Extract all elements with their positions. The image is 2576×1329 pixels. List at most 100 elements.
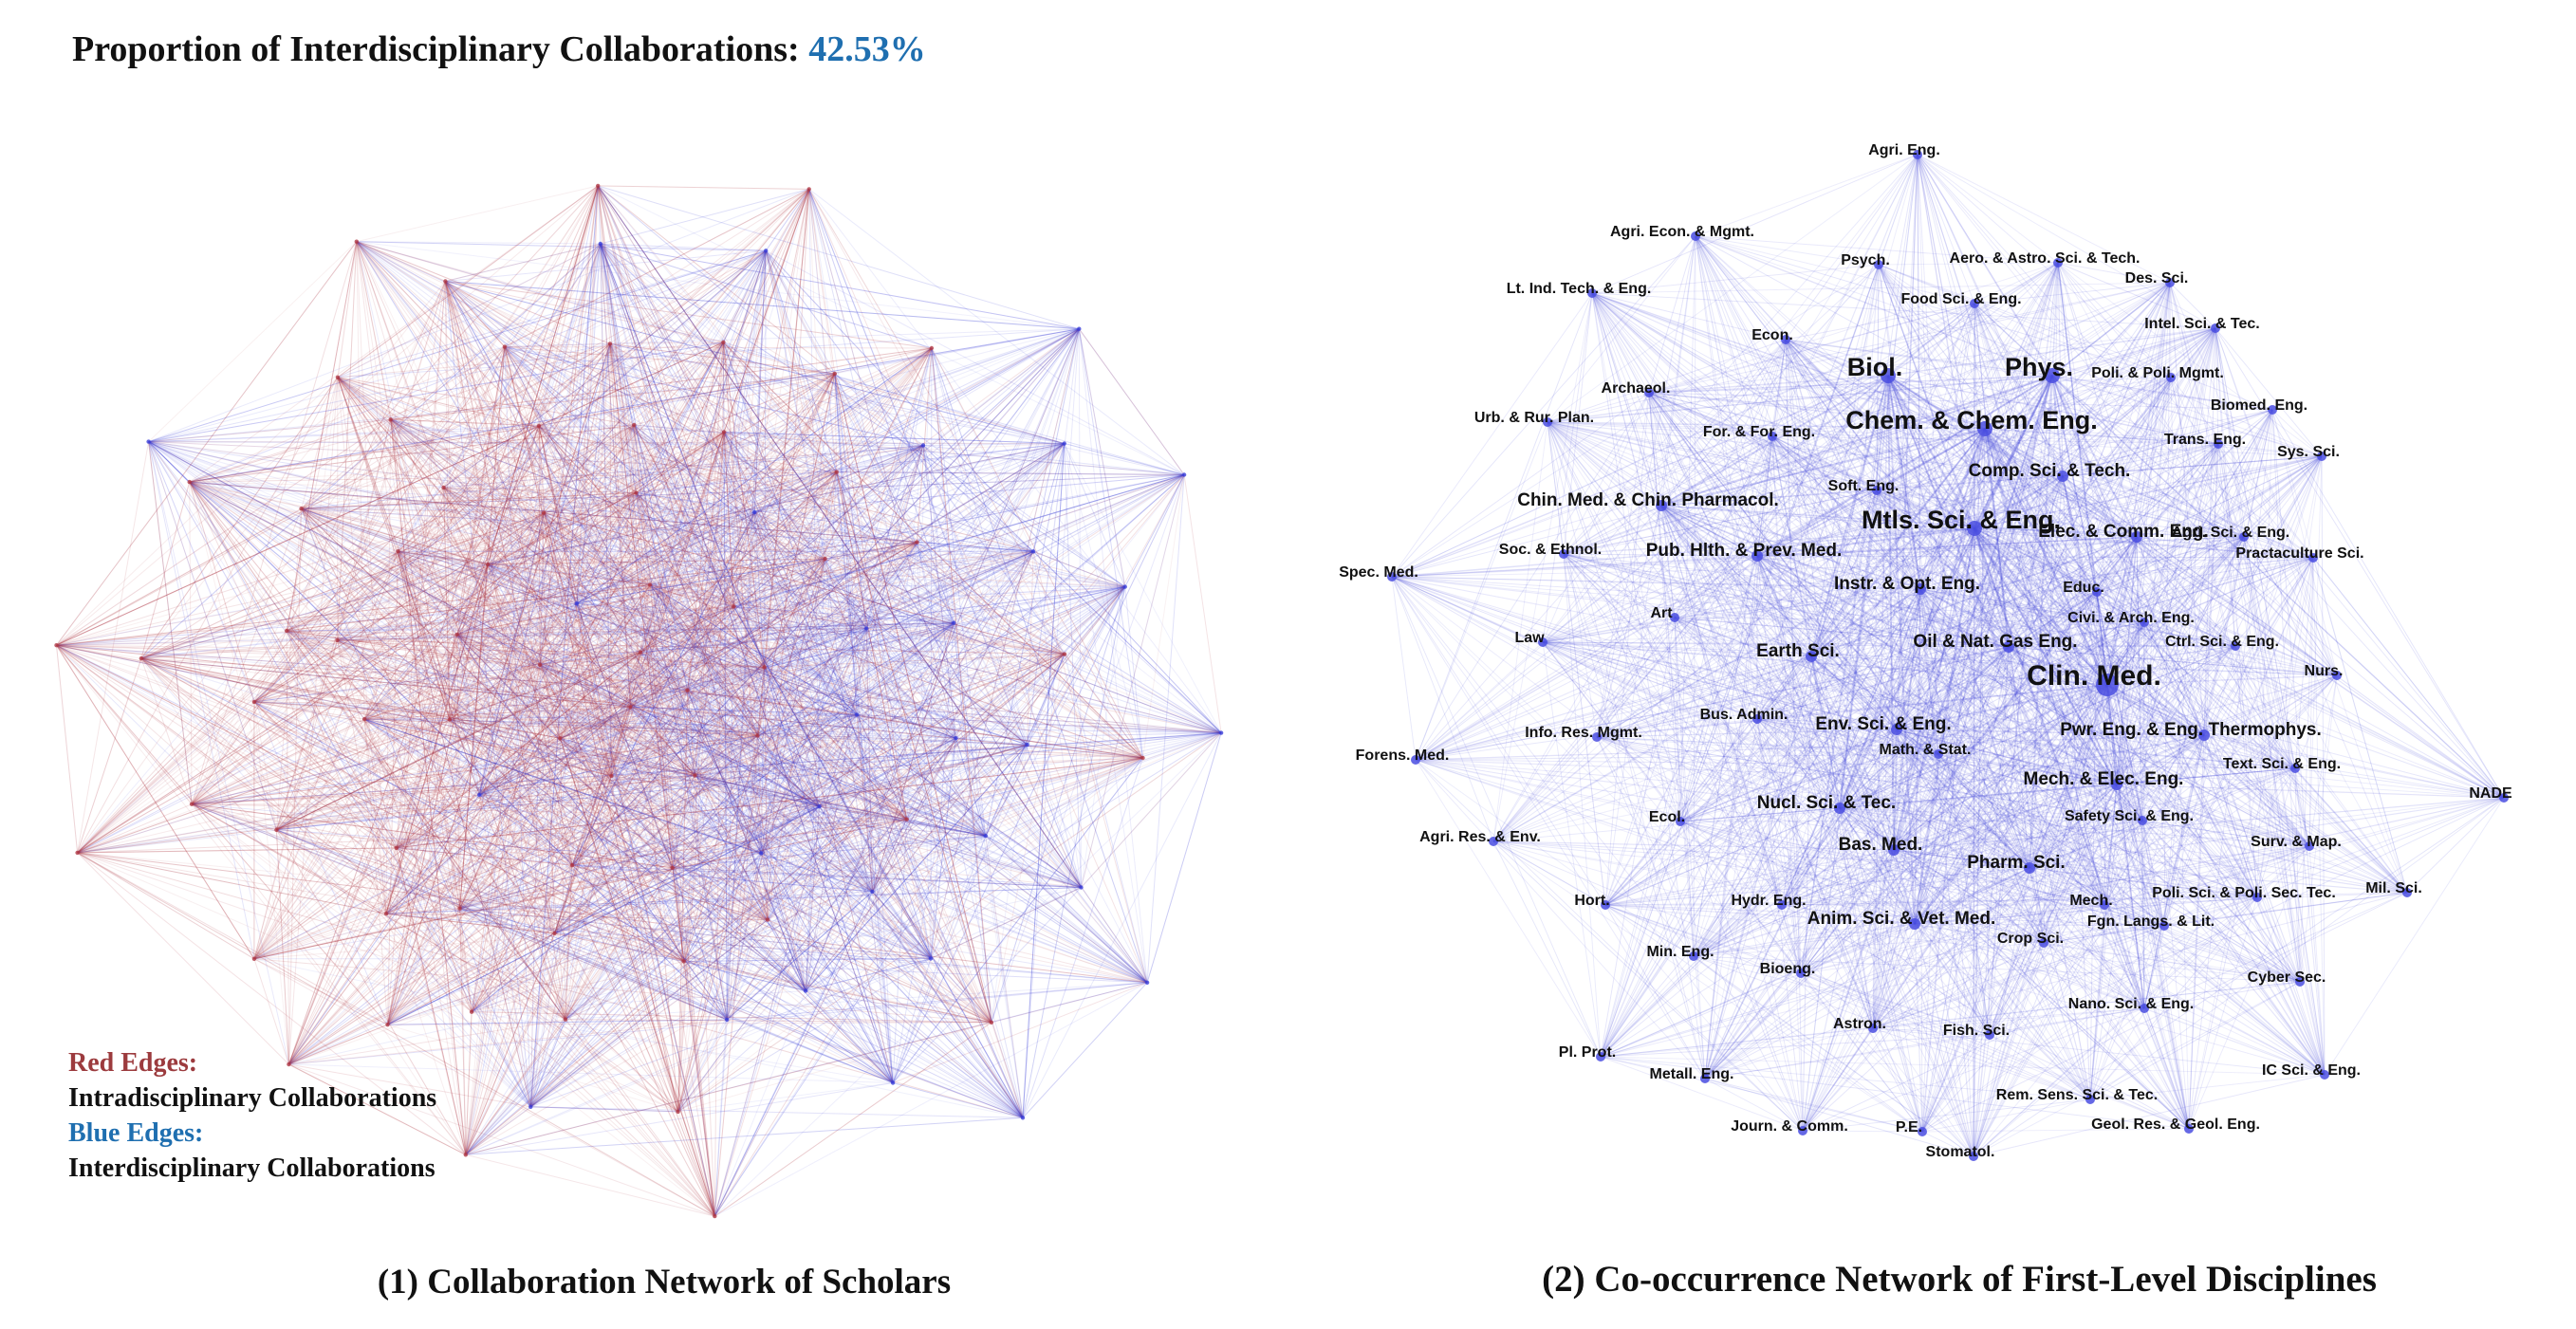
collaboration-edge [253,652,641,960]
collaboration-edge [722,341,932,959]
collaboration-edge [543,189,810,513]
collaboration-edge [191,803,387,914]
collaboration-edge [387,1024,678,1113]
collaboration-edge [77,373,836,854]
collaboration-edge [396,373,836,849]
collaboration-edge [253,867,673,960]
collaboration-edge [765,250,932,959]
collaboration-edge [471,805,820,1013]
collaboration-edge [356,241,651,585]
collaboration-edge [385,474,1185,914]
scholar-node [713,1213,717,1219]
collaboration-edge [565,707,631,1020]
collaboration-edge [191,803,992,1024]
collaboration-edge [931,347,1143,759]
collaboration-edge [363,343,611,720]
collaboration-edge [714,1022,992,1217]
scholar-node [685,688,690,692]
collaboration-edge [504,243,602,347]
collaboration-edge [1064,654,1148,983]
collaboration-edge [301,508,873,893]
collaboration-edge [140,377,339,659]
collaboration-edge [713,445,924,1217]
collaboration-edge [635,492,728,1021]
collaboration-edge [465,628,867,1155]
collaboration-edge [191,491,637,805]
collaboration-edge [253,701,715,1217]
collaboration-edge [385,185,599,914]
collaboration-edge [56,586,1125,646]
collaboration-edge [733,606,1082,888]
collaboration-edge [387,343,611,1025]
scholar-node [764,249,769,253]
collaboration-edge [189,481,956,739]
collaboration-edge [465,1011,473,1155]
collaboration-edge [287,605,734,632]
collaboration-edge [390,418,758,736]
scholar-node [983,834,989,839]
collaboration-edge [529,865,573,1107]
collaboration-edge [385,634,458,914]
collaboration-edge [276,622,954,831]
collaboration-edge [565,603,578,1020]
collaboration-edge [866,586,1125,629]
collaboration-edge [488,443,1065,565]
collaboration-edge [445,281,1080,330]
collaboration-edge [253,249,767,703]
collaboration-edge [385,550,1034,914]
collaboration-edge [189,185,599,483]
collaboration-edge [275,829,289,1065]
collaboration-edge [286,373,836,632]
collaboration-edge [445,281,506,347]
collaboration-edge [754,445,924,513]
collaboration-edge [539,343,611,665]
collaboration-edge [465,586,1126,1155]
collaboration-edge [148,441,820,807]
collaboration-edge [767,919,806,991]
collaboration-edge [597,185,1185,475]
collaboration-edge [598,185,809,190]
collaboration-edge [356,185,599,243]
collaboration-edge [189,481,728,1021]
collaboration-edge [565,1019,715,1217]
collaboration-edge [337,243,602,641]
collaboration-edge [600,243,755,513]
collaboration-edge [56,241,358,646]
collaboration-edge [732,606,932,959]
collaboration-edge [301,508,1034,552]
collaboration-edge [337,445,924,641]
collaboration-edge [609,342,1065,445]
collaboration-edge [301,508,825,560]
scholar-node [596,183,601,189]
scholar-node [1079,885,1084,890]
collaboration-edge [530,958,932,1108]
collaboration-edge [471,373,836,1012]
collaboration-edge [286,550,398,632]
collaboration-edge [456,634,715,1217]
collaboration-edge [609,343,1143,759]
collaboration-edge [337,377,932,959]
collaboration-edge [387,714,858,1025]
collaboration-edge [287,630,541,666]
collaboration-edge [253,432,725,703]
collaboration-edge [301,474,1185,509]
collaboration-edge [398,343,611,552]
collaboration-edge [387,373,836,1025]
collaboration-edge [985,835,1148,984]
collaboration-edge [764,667,992,1024]
collaboration-edge [565,511,755,1020]
scholar-node [457,906,462,911]
collaboration-edge [275,639,339,830]
collaboration-edge [398,551,531,1107]
collaboration-edge [478,794,566,1020]
collaboration-edge [677,714,858,1113]
scholar-node [732,604,736,609]
collaboration-edge [722,341,755,513]
collaboration-edge [765,250,1143,759]
collaboration-edge [445,281,1222,734]
collaboration-edge [287,243,602,1065]
collaboration-edge [140,657,566,1021]
scholar-node [823,556,827,562]
collaboration-edge [253,424,635,703]
collaboration-edge [286,241,358,631]
